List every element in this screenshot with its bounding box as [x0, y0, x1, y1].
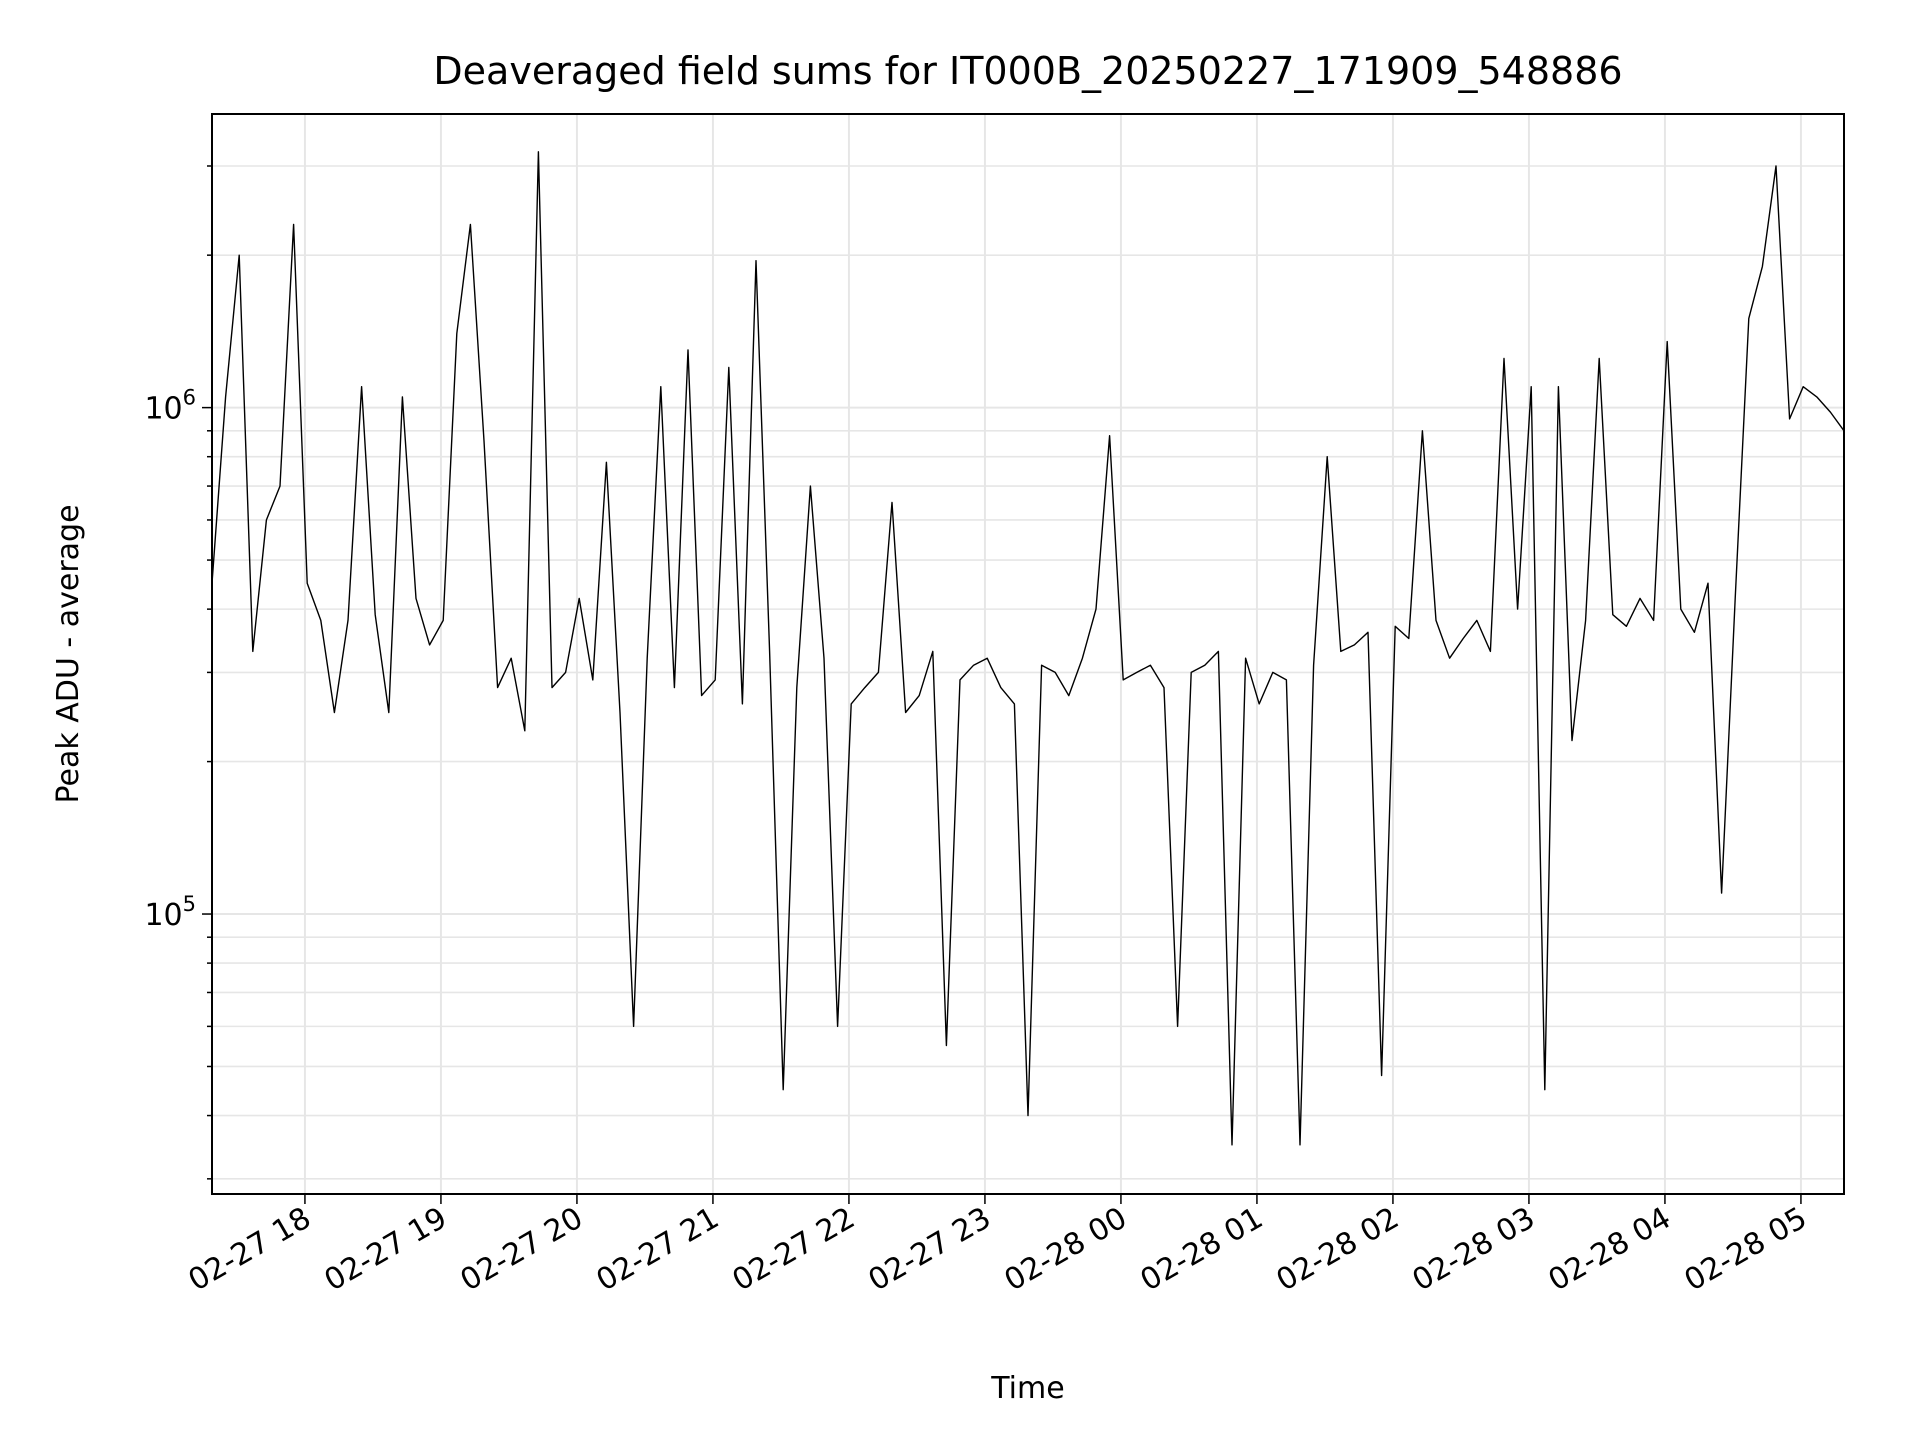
y-tick-label: 106: [144, 386, 196, 427]
series-group: [211, 151, 1845, 1146]
y-tick-label: 105: [144, 892, 196, 933]
y-axis-label: Peak ADU - average: [51, 504, 86, 803]
series-line: [211, 151, 1845, 1146]
chart-title: Deaveraged field sums for IT000B_2025022…: [433, 49, 1622, 93]
grid: [212, 114, 1844, 1194]
plot-frame: [211, 113, 1845, 1195]
y-axis: 105 106: [144, 165, 212, 1180]
x-axis-label: Time: [990, 1371, 1064, 1406]
